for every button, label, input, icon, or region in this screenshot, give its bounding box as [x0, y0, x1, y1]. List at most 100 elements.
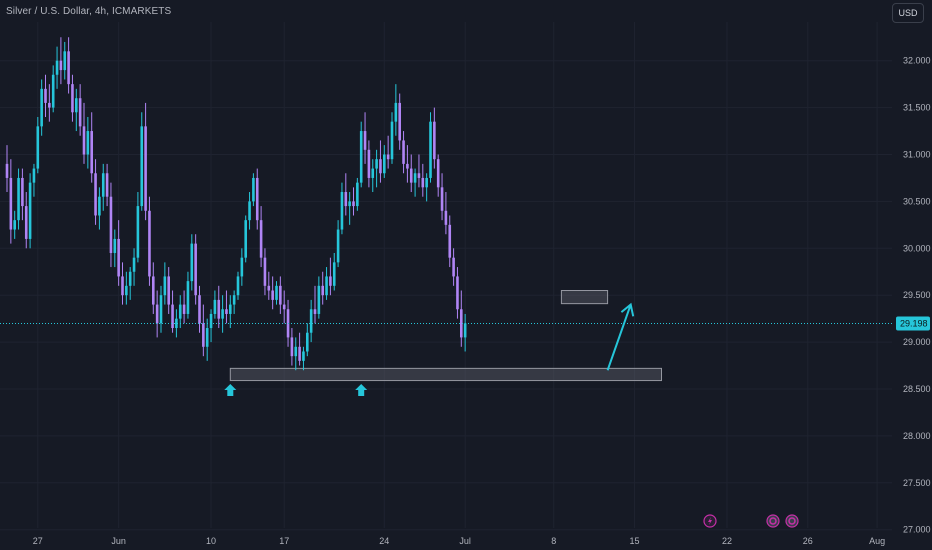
x-tick-label: 27	[33, 536, 43, 546]
candle-body	[436, 159, 440, 188]
candle-body	[213, 299, 217, 314]
candle-body	[421, 177, 425, 188]
candle-body	[17, 177, 20, 221]
last-price-tag	[896, 316, 930, 331]
candle-body	[40, 88, 43, 127]
candle-body	[205, 328, 209, 347]
up-arrow-icon[interactable]	[355, 384, 368, 396]
candle-body	[86, 131, 90, 155]
support-zone[interactable]	[229, 367, 663, 382]
projection-arrow-line[interactable]	[606, 304, 632, 371]
candle-body	[67, 51, 70, 85]
candle-body	[136, 206, 140, 258]
candle-body	[71, 84, 74, 113]
candle-body	[148, 210, 151, 277]
candle-body	[429, 121, 432, 178]
candle-body	[402, 140, 405, 164]
candle-body	[125, 285, 128, 296]
candle-body	[132, 257, 136, 272]
projection-arrow-head	[620, 302, 635, 317]
earnings-icon[interactable]	[766, 514, 780, 528]
candle-body	[209, 313, 213, 329]
candle-body	[155, 304, 159, 324]
y-tick-label: 30.500	[903, 196, 931, 206]
candle-body	[371, 168, 375, 178]
candle-body	[198, 295, 201, 324]
currency-button[interactable]: USD	[892, 3, 924, 23]
candle-body	[329, 276, 332, 286]
candle-body	[394, 102, 398, 122]
x-tick-label: Jun	[111, 536, 126, 546]
candle-body	[367, 149, 371, 178]
candle-body	[221, 309, 224, 319]
candle-body	[321, 285, 324, 296]
candle-body	[440, 187, 444, 211]
candle-body	[5, 163, 9, 178]
x-tick-label: Jul	[459, 536, 471, 546]
candle-body	[240, 257, 244, 277]
candle-body	[298, 346, 301, 361]
candle-body	[9, 177, 13, 230]
candle-body	[236, 276, 240, 296]
candle-body	[398, 102, 401, 141]
x-tick-label: Aug	[869, 536, 885, 546]
target-zone[interactable]	[560, 290, 609, 305]
candle-body	[356, 182, 359, 207]
candle-body	[406, 163, 409, 169]
candle-body	[379, 159, 382, 174]
candle-body	[309, 309, 313, 333]
y-tick-label: 28.500	[903, 384, 931, 394]
candle-body	[24, 206, 28, 239]
candle-body	[275, 285, 278, 300]
candle-body	[78, 98, 82, 127]
candle-body	[229, 304, 232, 314]
candle-body	[48, 102, 51, 108]
candle-body	[306, 332, 309, 352]
candle-body	[186, 281, 190, 314]
y-tick-label: 30.000	[903, 243, 931, 253]
candle-body	[36, 126, 40, 169]
candle-body	[32, 168, 36, 183]
chart-symbol-title: Silver / U.S. Dollar, 4h, ICMARKETS	[6, 6, 172, 17]
up-arrow-icon[interactable]	[224, 384, 237, 396]
candle-body	[344, 192, 348, 207]
y-tick-label: 28.000	[903, 431, 931, 441]
earnings-icon[interactable]	[785, 514, 799, 528]
candle-body	[117, 238, 120, 277]
candle-body	[144, 126, 147, 211]
candle-body	[444, 210, 448, 225]
candle-body	[55, 60, 59, 75]
candle-body	[159, 295, 163, 324]
lightning-glyph	[708, 517, 712, 525]
y-tick-label: 27.000	[903, 525, 931, 535]
candle-body	[425, 177, 428, 188]
candle-body	[190, 243, 194, 282]
y-tick-label: 29.500	[903, 290, 931, 300]
y-tick-label: 27.500	[903, 478, 931, 488]
x-tick-label: 15	[630, 536, 640, 546]
y-tick-label: 32.000	[903, 56, 931, 66]
last-price-label: 29.198	[900, 319, 928, 329]
x-tick-label: 26	[803, 536, 813, 546]
candle-body	[75, 98, 78, 113]
candle-body	[363, 131, 367, 150]
candle-body	[101, 173, 105, 197]
candle-body	[225, 309, 228, 314]
candle-body	[232, 295, 236, 305]
candle-body	[302, 351, 305, 361]
y-tick-label: 31.500	[903, 103, 931, 113]
candle-body	[359, 131, 363, 183]
candle-body	[178, 304, 182, 319]
candle-body	[452, 257, 455, 277]
candle-body	[90, 131, 93, 174]
x-tick-label: 10	[206, 536, 216, 546]
candle-body	[325, 276, 328, 296]
earnings-glyph	[788, 517, 796, 525]
candle-body	[417, 173, 421, 178]
candle-body	[105, 173, 109, 197]
candle-body	[352, 201, 355, 207]
candle-body	[271, 290, 274, 300]
candle-body	[248, 201, 251, 221]
